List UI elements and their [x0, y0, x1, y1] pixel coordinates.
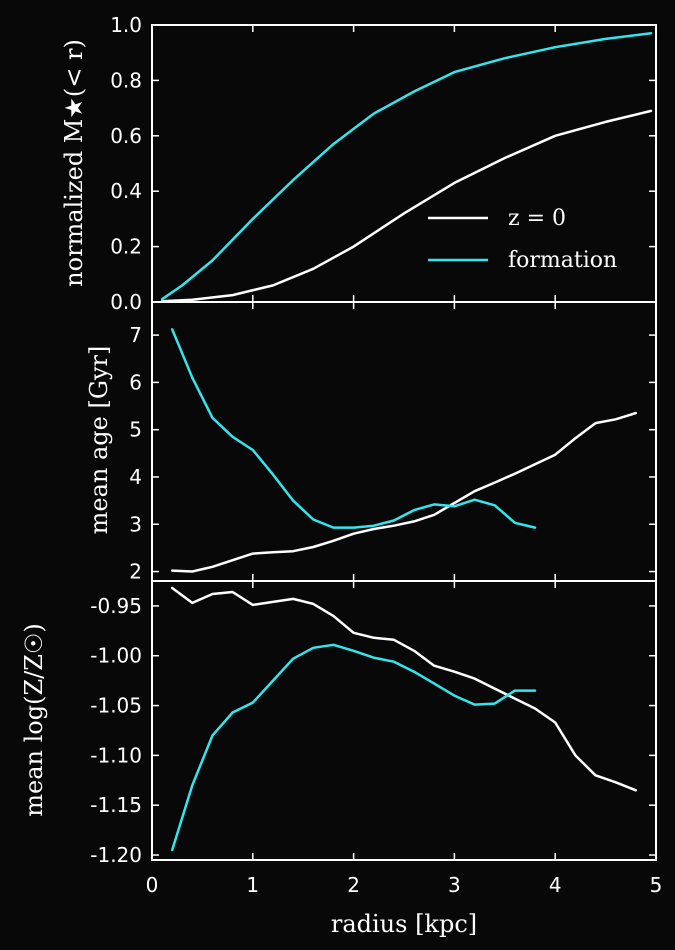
- series-line-z0-age: [170, 411, 638, 573]
- y-tick-label-metallicity: -1.10: [90, 743, 142, 767]
- series-line-formation-metallicity: [170, 643, 537, 852]
- panel-metallicity: -0.95 -1.00 -1.05 -1.10 -1.15 -1.20: [90, 580, 657, 867]
- y-tick-label-age: 5: [129, 418, 142, 442]
- y-tick-label-mass: 0.4: [110, 179, 142, 203]
- legend: z = 0 formation: [428, 206, 617, 273]
- x-axis-title: radius [kpc]: [331, 910, 477, 938]
- x-tick-label: 3: [448, 873, 461, 897]
- y-tick-label-metallicity: -1.00: [90, 644, 142, 668]
- y-tick-label-metallicity: -1.05: [90, 694, 142, 718]
- axes-frame-metallicity: [151, 580, 657, 861]
- x-tick-label: 0: [146, 873, 159, 897]
- legend-label-z0: z = 0: [508, 206, 566, 231]
- y-axis-title-mass: normalized M★(< r): [60, 39, 88, 287]
- x-tick-label: 5: [650, 873, 663, 897]
- x-tick-label: 1: [246, 873, 259, 897]
- y-tick-label-age: 4: [129, 465, 142, 489]
- x-tick-label: 2: [347, 873, 360, 897]
- y-tick-label-age: 2: [129, 560, 142, 584]
- y-tick-label-age: 6: [129, 370, 142, 394]
- series-line-formation-mass: [160, 32, 653, 301]
- y-tick-label-mass: 1.0: [110, 13, 142, 37]
- panel-mean-age: 2 3 4 5 6 7: [129, 301, 657, 584]
- y-tick-label-metallicity: -0.95: [90, 594, 142, 618]
- series-line-z0-mass: [160, 109, 653, 303]
- y-tick-label-age: 7: [129, 323, 142, 347]
- y-tick-label-age: 3: [129, 512, 142, 536]
- panel-cumulative-mass: 0.0 0.2 0.4 0.6 0.8 1.0: [110, 13, 657, 314]
- y-tick-label-mass: 0.0: [110, 290, 142, 314]
- y-tick-label-metallicity: -1.15: [90, 793, 142, 817]
- x-tick-label: 4: [549, 873, 562, 897]
- legend-label-formation: formation: [508, 248, 617, 273]
- y-axis-title-metallicity: mean log(Z/Z☉): [20, 623, 48, 817]
- y-tick-label-metallicity: -1.20: [90, 843, 142, 867]
- y-axis-title-age: mean age [Gyr]: [85, 346, 113, 535]
- series-line-formation-age: [170, 328, 537, 529]
- y-tick-label-mass: 0.2: [110, 235, 142, 259]
- y-tick-label-mass: 0.8: [110, 68, 142, 92]
- series-line-z0-metallicity: [170, 586, 638, 792]
- y-tick-label-mass: 0.6: [110, 124, 142, 148]
